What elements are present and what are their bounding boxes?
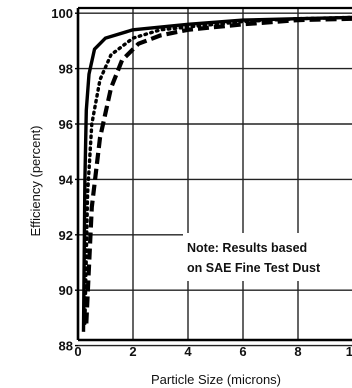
x-tick-label: 6 (239, 344, 246, 359)
y-tick-label: 90 (59, 283, 73, 298)
y-tick-label: 94 (59, 172, 74, 187)
series-line-dotted (83, 15, 352, 326)
note-background (183, 233, 352, 281)
y-tick-label: 100 (51, 6, 73, 21)
x-axis-label: Particle Size (microns) (151, 372, 281, 387)
series-line-solid (81, 15, 352, 332)
y-tick-label: 96 (59, 117, 73, 132)
axes-frame (76, 6, 352, 342)
y-tick-label: 92 (59, 228, 73, 243)
note-line-2: on SAE Fine Test Dust (187, 261, 321, 275)
x-tick-label: 2 (129, 344, 136, 359)
y-tick-label: 88 (59, 339, 73, 354)
series-line-dashed (84, 16, 352, 324)
series-group (81, 15, 352, 332)
x-tick-label: 10 (346, 344, 352, 359)
x-tick-label: 8 (294, 344, 301, 359)
y-tick-labels: 88 90 92 94 96 98 100 (51, 6, 78, 354)
x-tick-label: 4 (184, 344, 192, 359)
y-tick-label: 98 (59, 62, 73, 77)
x-tick-label: 0 (74, 344, 81, 359)
x-tick-labels: 0 2 4 6 8 10 (74, 344, 352, 359)
note-line-1: Note: Results based (187, 241, 307, 255)
gridlines (78, 8, 352, 347)
y-axis-label: Efficiency (percent) (28, 125, 43, 236)
